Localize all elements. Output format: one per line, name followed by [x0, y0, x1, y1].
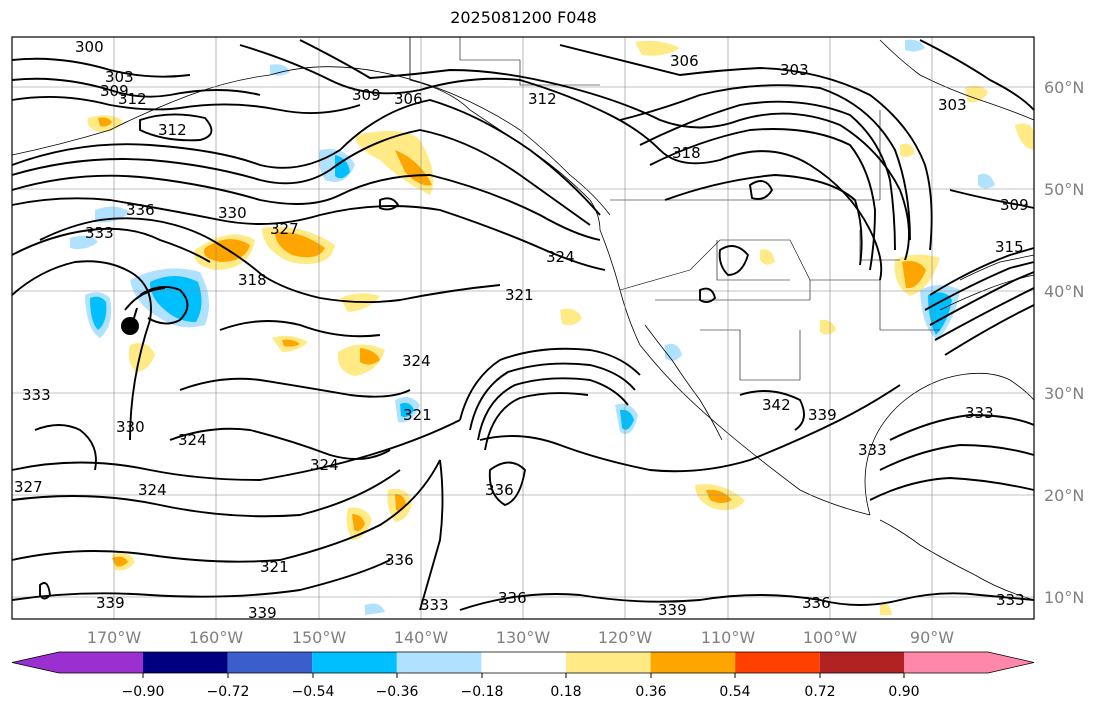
contour-label: 324	[402, 352, 431, 370]
contour-label: 339	[96, 594, 125, 612]
storm-track-tick	[133, 307, 138, 319]
colorbar-tick-label: −0.36	[376, 684, 419, 700]
lon-tick-label: 90°W	[910, 628, 954, 647]
contour-labels: 300 303 309 312 312 309 306 306 303 312 …	[14, 38, 1029, 622]
lon-tick-label: 120°W	[598, 628, 653, 647]
contour-label: 330	[116, 418, 145, 436]
contour-label: 333	[85, 224, 114, 242]
contour-label: 324	[310, 456, 339, 474]
colorbar-tick-label: 0.54	[719, 684, 750, 700]
contour-label: 339	[248, 604, 277, 622]
colorbar-tick-label: 0.72	[804, 684, 835, 700]
contour-label: 303	[938, 96, 967, 114]
colorbar-bin	[227, 652, 313, 673]
contour-label: 324	[138, 481, 167, 499]
contour-label: 312	[118, 90, 147, 108]
colorbar-bin	[904, 652, 988, 673]
latitude-axis: 60°N 50°N 40°N 30°N 20°N 10°N	[1044, 78, 1084, 607]
contour-label: 336	[126, 201, 155, 219]
contour-label: 300	[75, 38, 104, 56]
lon-tick-label: 130°W	[496, 628, 551, 647]
contour-label: 303	[780, 61, 809, 79]
lat-tick-label: 20°N	[1044, 486, 1084, 505]
contour-label: 309	[352, 86, 381, 104]
colorbar-tick-label: −0.90	[122, 684, 165, 700]
contour-label: 309	[1000, 196, 1029, 214]
lon-tick-label: 160°W	[189, 628, 244, 647]
colorbar-tick-label: −0.54	[292, 684, 335, 700]
contour-label: 333	[22, 386, 51, 404]
map-frame	[11, 36, 1035, 620]
colorbar-border	[11, 651, 1035, 674]
contour-label: 336	[802, 594, 831, 612]
contour-label: 321	[260, 558, 289, 576]
contour-label: 336	[385, 551, 414, 569]
contour-label: 303	[105, 68, 134, 86]
colorbar-bin	[396, 652, 482, 673]
contour-label: 312	[528, 90, 557, 108]
contour-label: 321	[505, 286, 534, 304]
colorbar-bin	[566, 652, 651, 673]
colorbar-tick-label: −0.72	[207, 684, 250, 700]
contour-label: 306	[394, 90, 423, 108]
contour-label: 333	[858, 441, 887, 459]
contour-label: 324	[546, 248, 575, 266]
storm-center-marker	[121, 317, 139, 335]
contour-label: 312	[158, 121, 187, 139]
colorbar-extend-min	[12, 652, 59, 673]
colorbar-bin	[481, 652, 566, 673]
colorbar-ticks: −0.90 −0.72 −0.54 −0.36 −0.18 0.18 0.36 …	[122, 673, 920, 700]
lat-tick-label: 50°N	[1044, 180, 1084, 199]
contour-label: 333	[996, 591, 1025, 609]
contour-label: 327	[14, 478, 43, 496]
colorbar-tick-label: −0.18	[461, 684, 504, 700]
contour-label: 339	[658, 601, 687, 619]
lat-tick-label: 60°N	[1044, 78, 1084, 97]
contour-label: 306	[670, 52, 699, 70]
contour-label: 342	[762, 396, 791, 414]
contour-label: 309	[100, 82, 129, 100]
contour-label: 318	[672, 144, 701, 162]
colorbar-segments	[12, 652, 1034, 673]
colorbar-tick-label: 0.36	[635, 684, 666, 700]
colorbar-bin	[735, 652, 820, 673]
colorbar-tick-label: 0.18	[550, 684, 581, 700]
contour-label: 321	[403, 406, 432, 424]
contour-label: 330	[218, 204, 247, 222]
colorbar-bin	[143, 652, 228, 673]
colorbar-bin	[312, 652, 397, 673]
colorbar-tick-label: 0.90	[888, 684, 919, 700]
contour-label: 339	[808, 406, 837, 424]
lat-tick-label: 30°N	[1044, 384, 1084, 403]
longitude-axis: 170°W 160°W 150°W 140°W 130°W 120°W 110°…	[87, 628, 954, 647]
colorbar-outline	[11, 651, 1035, 674]
contour-label: 336	[485, 481, 514, 499]
contour-label: 336	[498, 589, 527, 607]
contour-label: 324	[178, 431, 207, 449]
map-title: 2025081200 F048	[450, 8, 597, 27]
lon-tick-label: 170°W	[87, 628, 142, 647]
colorbar: −0.90 −0.72 −0.54 −0.36 −0.18 0.18 0.36 …	[11, 651, 1035, 700]
contour-label: 318	[238, 271, 267, 289]
political-borders	[459, 37, 940, 381]
lon-tick-label: 150°W	[292, 628, 347, 647]
colorbar-extend-max	[988, 652, 1034, 673]
lon-tick-label: 100°W	[803, 628, 858, 647]
lat-tick-label: 40°N	[1044, 282, 1084, 301]
lat-tick-label: 10°N	[1044, 588, 1084, 607]
lon-tick-label: 110°W	[701, 628, 756, 647]
contour-label: 333	[420, 596, 449, 614]
contour-label: 315	[995, 238, 1024, 256]
colorbar-bin	[819, 652, 904, 673]
contour-lines	[11, 39, 1035, 611]
colorbar-bin	[650, 652, 736, 673]
contour-label: 333	[965, 404, 994, 422]
contour-label: 327	[270, 220, 299, 238]
lon-tick-label: 140°W	[394, 628, 449, 647]
colorbar-bin	[59, 652, 143, 673]
